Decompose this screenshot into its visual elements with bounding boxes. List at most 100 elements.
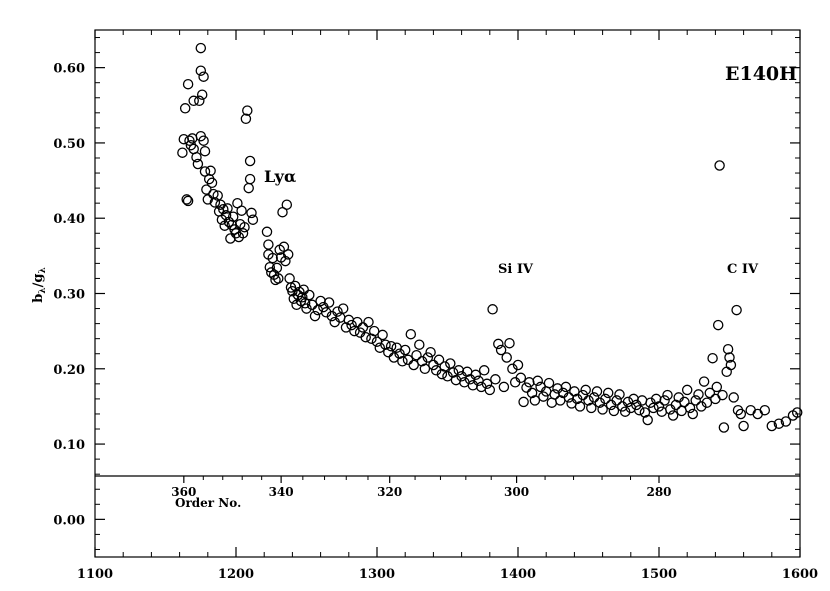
data-point xyxy=(642,414,653,426)
data-point xyxy=(394,348,405,359)
data-point xyxy=(240,113,252,125)
data-point xyxy=(710,393,721,405)
data-point xyxy=(681,384,693,396)
data-point xyxy=(780,416,792,427)
data-point xyxy=(687,408,699,420)
y-tick-label: 0.10 xyxy=(53,438,85,453)
data-point xyxy=(271,262,283,274)
data-point xyxy=(501,352,512,363)
data-point xyxy=(698,376,710,387)
data-point xyxy=(583,395,594,406)
data-point xyxy=(340,322,352,333)
data-point xyxy=(439,361,450,372)
data-point xyxy=(385,340,397,352)
data-point xyxy=(495,344,507,356)
data-point xyxy=(569,386,580,397)
order-tick-label: 300 xyxy=(504,485,529,499)
y-label-slash: / xyxy=(31,282,46,287)
data-point xyxy=(481,378,493,390)
data-point xyxy=(543,377,555,389)
data-point xyxy=(323,297,335,308)
data-point xyxy=(791,407,803,418)
data-point xyxy=(728,392,739,403)
data-point xyxy=(312,304,324,316)
data-point xyxy=(628,393,639,405)
data-point xyxy=(532,375,543,387)
order-tick-label: 280 xyxy=(646,485,671,499)
y-tick-label: 0.00 xyxy=(53,513,85,528)
data-point xyxy=(225,233,236,244)
data-point xyxy=(577,389,589,401)
data-point xyxy=(487,304,498,315)
data-point xyxy=(725,359,737,371)
data-point xyxy=(690,395,701,406)
data-point xyxy=(270,274,281,286)
data-point xyxy=(512,359,524,371)
data-point xyxy=(320,307,332,318)
data-point xyxy=(408,359,419,371)
data-point xyxy=(653,401,665,412)
data-point xyxy=(263,239,274,250)
data-point xyxy=(281,199,293,210)
data-point xyxy=(667,410,679,421)
y-label-b: b xyxy=(31,294,46,303)
data-point xyxy=(611,395,622,406)
data-point xyxy=(181,194,192,205)
data-point xyxy=(246,207,257,219)
data-point xyxy=(470,369,481,381)
y-tick-label: 0.20 xyxy=(53,363,85,378)
data-point xyxy=(745,404,756,416)
data-point xyxy=(191,151,202,163)
data-point xyxy=(594,397,606,408)
x-tick-label: 1600 xyxy=(782,567,818,582)
data-point xyxy=(428,359,439,371)
data-point xyxy=(586,402,597,414)
data-point xyxy=(188,95,199,107)
data-point xyxy=(574,401,586,412)
data-point xyxy=(731,304,742,316)
order-tick-label: 340 xyxy=(269,485,294,499)
data-point xyxy=(696,401,707,412)
data-point xyxy=(306,299,318,311)
data-point xyxy=(436,368,448,380)
data-point xyxy=(759,404,771,416)
data-point xyxy=(735,408,747,420)
data-point xyxy=(182,195,194,207)
data-point xyxy=(388,352,400,363)
data-point xyxy=(280,255,291,267)
x-tick-label: 1300 xyxy=(359,567,395,582)
y-label-sub-lambda-1: λ xyxy=(38,287,48,293)
data-point xyxy=(478,365,490,376)
data-point xyxy=(187,133,198,144)
data-point xyxy=(549,389,560,400)
data-point xyxy=(414,339,425,350)
data-point xyxy=(447,367,459,378)
data-point xyxy=(199,145,211,157)
x-tick-label: 1400 xyxy=(500,567,536,582)
data-point xyxy=(524,377,535,388)
data-point xyxy=(430,365,442,376)
data-point xyxy=(349,325,360,337)
data-point xyxy=(194,95,205,107)
data-point xyxy=(297,292,308,303)
data-point xyxy=(529,395,541,406)
data-point xyxy=(422,352,434,363)
data-point xyxy=(619,406,631,417)
annotation-ly-alpha: Lyα xyxy=(264,167,296,186)
data-point xyxy=(526,387,538,399)
y-label-g: g xyxy=(31,274,46,283)
data-point xyxy=(179,103,191,114)
data-point xyxy=(597,404,608,415)
data-point xyxy=(711,381,723,393)
data-point xyxy=(383,346,394,358)
data-point xyxy=(707,352,718,364)
data-point xyxy=(397,356,408,367)
data-point xyxy=(560,381,572,393)
data-point xyxy=(752,408,763,420)
data-point xyxy=(425,346,436,358)
data-point xyxy=(614,389,625,400)
data-point xyxy=(722,343,734,355)
data-point xyxy=(504,337,515,349)
data-point xyxy=(182,78,194,90)
data-point xyxy=(239,221,250,233)
